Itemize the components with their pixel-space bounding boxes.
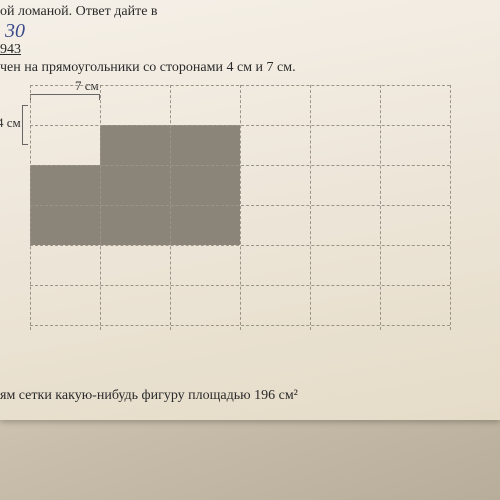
grid-diagram	[30, 85, 450, 330]
grid-line-v	[310, 85, 311, 330]
grid-line-v	[380, 85, 381, 330]
grid-line-v	[240, 85, 241, 330]
grid-line-v	[100, 85, 101, 330]
problem-number: 943	[0, 42, 21, 58]
worksheet-page: ой ломаной. Ответ дайте в 30 943 чен на …	[0, 0, 500, 420]
bottom-instruction: ям сетки какую-нибудь фигуру площадью 19…	[0, 388, 298, 404]
dim-bracket-left	[22, 105, 28, 145]
grid-line-v	[450, 85, 451, 330]
grid-line-v	[170, 85, 171, 330]
handwritten-answer: 30	[5, 20, 25, 43]
problem-text: чен на прямоугольники со сторонами 4 см …	[0, 60, 296, 76]
partial-top-text: ой ломаной. Ответ дайте в	[0, 4, 158, 20]
grid-line-v	[30, 85, 31, 330]
dim-label-vertical: 4 см	[0, 115, 21, 131]
